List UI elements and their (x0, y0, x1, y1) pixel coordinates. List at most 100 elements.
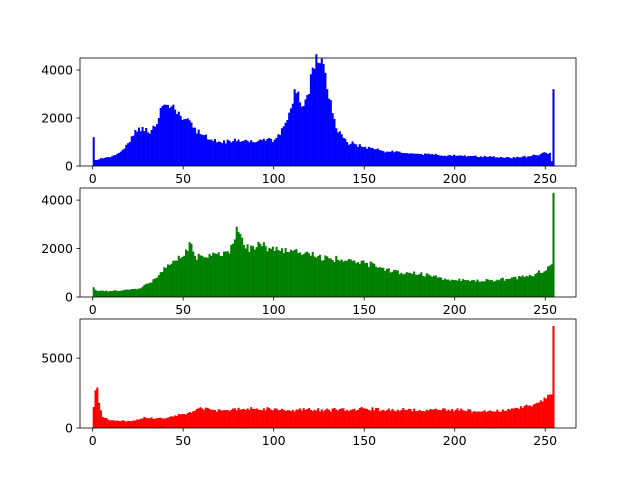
histogram-bar (346, 409, 349, 428)
histogram-bar (494, 157, 497, 166)
histogram-bar (501, 409, 504, 428)
histogram-bar (414, 274, 417, 297)
histogram-bar (197, 408, 200, 428)
x-tick-label: 50 (175, 302, 191, 317)
histogram-bar (320, 409, 323, 428)
histogram-bar (418, 154, 421, 166)
histogram-bar (324, 255, 327, 297)
histogram-bar (141, 286, 144, 297)
histogram-bar (499, 156, 503, 166)
histogram-bar (487, 156, 490, 166)
histogram-bar (494, 280, 497, 297)
histogram-bar (516, 156, 519, 166)
histogram-bar (221, 143, 224, 166)
histogram-bar (456, 155, 459, 166)
histogram-bar (293, 89, 296, 166)
histogram-bar (527, 276, 530, 297)
histogram-bar (197, 253, 200, 297)
histogram-bar (422, 275, 425, 297)
axes-frame (79, 57, 577, 167)
histogram-bar (208, 409, 211, 428)
histogram-bar (440, 410, 443, 428)
histogram-bar (420, 153, 423, 166)
histogram-bar (496, 157, 499, 166)
histogram-bar (297, 253, 300, 297)
histogram-bar (541, 401, 544, 428)
histogram-bar (212, 409, 215, 428)
histogram-bar (530, 406, 533, 428)
histogram-bar (206, 407, 209, 428)
histogram-bar (447, 409, 450, 428)
histogram-bar (445, 410, 448, 428)
histogram-bar (262, 242, 265, 297)
histogram-bar (369, 261, 372, 297)
histogram-bar (507, 408, 510, 428)
histogram-bar (94, 390, 97, 428)
histogram-bar (438, 409, 441, 428)
histogram-bar (154, 278, 157, 297)
histogram-bar (302, 408, 305, 428)
y-tick-label: 5000 (41, 351, 73, 366)
histogram-bar (402, 408, 405, 428)
histogram-bar (190, 122, 193, 166)
y-tick-label: 0 (65, 290, 73, 305)
histogram-bar (145, 127, 148, 166)
histogram-bar (427, 274, 430, 297)
histogram-bar (127, 289, 130, 297)
histogram-bar (136, 419, 139, 428)
histogram-bar (398, 151, 401, 166)
histogram-bar (223, 251, 226, 297)
histogram-bar (474, 411, 477, 428)
histogram-bar (253, 408, 256, 428)
histogram-bar (308, 94, 311, 166)
histogram-bar (548, 394, 551, 428)
histogram-bar (449, 155, 452, 166)
histogram-bar (215, 253, 218, 297)
histogram-bar (375, 149, 378, 166)
histogram-bar (293, 249, 296, 297)
histogram-bar (116, 291, 119, 297)
histogram-bar (143, 416, 146, 428)
histogram-bar (351, 409, 354, 428)
histogram-bar (461, 279, 465, 297)
histogram-bar (394, 411, 398, 428)
histogram-bar (257, 241, 260, 297)
histogram-bar (521, 156, 524, 166)
histogram-bar (271, 410, 274, 428)
histogram-bar (186, 412, 189, 428)
histogram-bar (139, 418, 142, 428)
histogram-bar (119, 151, 122, 166)
histogram-bar (224, 143, 227, 166)
histogram-bar (208, 139, 211, 166)
histogram-bar (118, 152, 121, 166)
histogram-bar (510, 408, 513, 428)
histogram-bar (483, 410, 486, 428)
histogram-bar (404, 273, 407, 297)
histogram-bar (242, 408, 245, 428)
histogram-bar (525, 404, 528, 428)
histogram-bar (291, 250, 294, 297)
histogram-bar (333, 408, 336, 428)
histogram-bar (119, 290, 122, 297)
histogram-bar (130, 289, 133, 297)
histogram-bar (150, 130, 153, 166)
histogram-bar (134, 420, 137, 428)
histogram-bar (463, 279, 466, 297)
histogram-bar (411, 273, 414, 297)
histogram-bar (270, 248, 273, 297)
histogram-bar (241, 237, 244, 297)
histogram-bar (127, 420, 130, 428)
histogram-bar (362, 408, 365, 428)
histogram-bar (393, 410, 396, 428)
y-tick-label: 4000 (41, 63, 73, 78)
histogram-bar (469, 155, 472, 166)
histogram-bar (322, 411, 325, 428)
histogram-bar (228, 253, 231, 297)
histogram-bar (469, 281, 472, 297)
histogram-bar (157, 275, 160, 297)
histogram-bar (452, 280, 455, 297)
histogram-bar (152, 279, 155, 297)
histogram-bar (284, 122, 287, 166)
histogram-bar (338, 131, 341, 166)
histogram-bar (436, 277, 439, 297)
